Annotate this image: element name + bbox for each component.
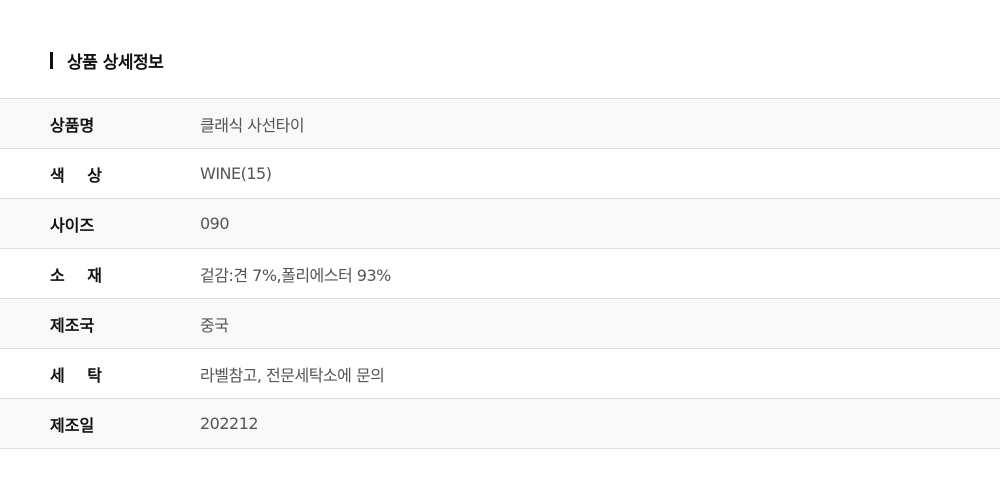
row-label: 제조국 <box>50 315 95 335</box>
table-row-manufacture-date: 제조일 202212 <box>0 399 1000 449</box>
row-value: 중국 <box>200 315 229 335</box>
row-label: 소 재 <box>50 265 102 285</box>
product-detail-table: 상품명 클래식 사선타이 색 상 WINE(15) 사이즈 090 소 재 겉감:견 7… <box>0 98 1000 449</box>
table-row-origin: 제조국 중국 <box>0 299 1000 349</box>
table-row-size: 사이즈 090 <box>0 199 1000 249</box>
table-row-washing: 세 탁 라벨참고, 전문세탁소에 문의 <box>0 349 1000 399</box>
title-accent-bar <box>50 51 53 69</box>
row-label: 세 탁 <box>50 365 102 385</box>
row-value: WINE(15) <box>200 164 272 183</box>
row-label: 색 상 <box>50 165 102 185</box>
table-row-color: 색 상 WINE(15) <box>0 149 1000 199</box>
row-value: 라벨참고, 전문세탁소에 문의 <box>200 365 385 385</box>
row-label: 사이즈 <box>50 215 95 235</box>
table-row-product-name: 상품명 클래식 사선타이 <box>0 99 1000 149</box>
row-value: 클래식 사선타이 <box>200 115 305 135</box>
row-value: 겉감:견 7%,폴리에스터 93% <box>200 265 391 285</box>
row-label: 제조일 <box>50 415 95 435</box>
section-header: 상품 상세정보 <box>50 48 164 73</box>
table-row-material: 소 재 겉감:견 7%,폴리에스터 93% <box>0 249 1000 299</box>
row-label: 상품명 <box>50 115 95 135</box>
row-value: 090 <box>200 214 230 233</box>
row-value: 202212 <box>200 414 259 433</box>
section-title: 상품 상세정보 <box>67 52 164 73</box>
